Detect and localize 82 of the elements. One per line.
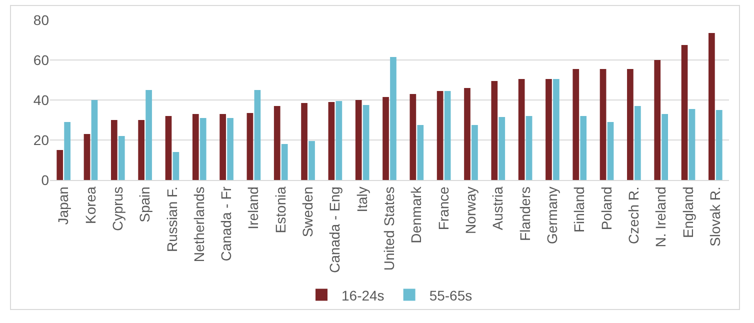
bar bbox=[110, 120, 118, 180]
bar bbox=[627, 69, 634, 180]
bar bbox=[220, 114, 226, 180]
x-tick-label: Canada - Eng bbox=[326, 186, 343, 274]
x-tick-label: Italy bbox=[354, 186, 370, 212]
bar bbox=[607, 122, 614, 180]
bar bbox=[84, 134, 90, 180]
x-tick-label: England bbox=[680, 186, 696, 238]
y-tick-label: 0 bbox=[41, 172, 50, 188]
bar bbox=[491, 81, 498, 180]
bar bbox=[138, 120, 144, 180]
bar bbox=[654, 60, 661, 180]
x-tick-label: Flanders bbox=[516, 186, 533, 242]
legend-label: 16-24s bbox=[342, 287, 384, 304]
x-tick-label: Austria bbox=[490, 186, 506, 230]
bar bbox=[56, 150, 64, 180]
x-tick-label: Cyprus bbox=[109, 186, 126, 231]
bar bbox=[227, 118, 234, 180]
y-tick-label: 20 bbox=[33, 132, 50, 148]
x-tick-label: Estonia bbox=[272, 186, 288, 234]
bar bbox=[681, 45, 688, 180]
x-tick-label: Korea bbox=[82, 186, 98, 224]
bar bbox=[436, 91, 444, 180]
bar bbox=[464, 88, 470, 180]
bar bbox=[355, 100, 362, 180]
y-tick-label: 40 bbox=[33, 92, 50, 108]
bar bbox=[444, 91, 451, 180]
bar bbox=[708, 33, 715, 180]
bar bbox=[172, 152, 180, 180]
bar bbox=[274, 106, 280, 180]
x-tick-label: Slovak R. bbox=[706, 186, 723, 247]
bar bbox=[246, 113, 254, 180]
bar bbox=[417, 125, 424, 180]
bar bbox=[91, 100, 98, 180]
bar bbox=[301, 103, 308, 180]
bar bbox=[572, 69, 580, 180]
x-tick-label: Czech R. bbox=[625, 186, 642, 244]
x-tick-label: N. Ireland bbox=[652, 186, 669, 248]
bar bbox=[254, 90, 261, 180]
x-tick-label: Japan bbox=[55, 186, 72, 225]
x-tick-label: Netherlands bbox=[190, 186, 207, 262]
x-tick-label: Spain bbox=[136, 186, 153, 222]
bar bbox=[192, 114, 199, 180]
bar bbox=[716, 110, 722, 180]
bar bbox=[600, 69, 606, 180]
x-tick-label: United States bbox=[381, 186, 398, 271]
x-tick-label: Finland bbox=[571, 186, 588, 233]
legend-label: 55-65s bbox=[429, 287, 472, 304]
bar bbox=[580, 116, 587, 180]
bar bbox=[382, 97, 389, 180]
bar bbox=[546, 79, 552, 180]
bar bbox=[518, 79, 525, 180]
bar bbox=[410, 94, 416, 180]
bar bbox=[498, 117, 506, 180]
x-tick-label: Norway bbox=[462, 186, 479, 234]
bar bbox=[553, 79, 560, 180]
bar bbox=[526, 116, 532, 180]
x-tick-label: France bbox=[435, 186, 452, 230]
bar bbox=[308, 141, 315, 180]
y-tick-label: 60 bbox=[33, 52, 50, 68]
x-tick-label: Denmark bbox=[408, 186, 424, 244]
bar bbox=[64, 122, 70, 180]
bar bbox=[634, 106, 641, 180]
bar bbox=[328, 102, 335, 180]
bar bbox=[662, 114, 668, 180]
x-tick-label: Ireland bbox=[245, 186, 262, 230]
x-tick-label: Sweden bbox=[300, 186, 316, 238]
bar bbox=[118, 136, 125, 180]
x-tick-label: Canada - Fr bbox=[218, 186, 234, 262]
bar bbox=[281, 144, 288, 180]
x-tick-label: Poland bbox=[598, 186, 614, 230]
bar bbox=[200, 118, 206, 180]
bar bbox=[336, 101, 342, 180]
x-tick-label: Russian F. bbox=[164, 186, 180, 252]
y-tick-label: 80 bbox=[33, 12, 50, 28]
bar bbox=[362, 105, 370, 180]
bar bbox=[165, 116, 172, 180]
x-tick-label: Germany bbox=[544, 186, 560, 244]
bar bbox=[472, 125, 478, 180]
bar bbox=[146, 90, 152, 180]
bar bbox=[688, 109, 696, 180]
bar bbox=[390, 57, 396, 180]
